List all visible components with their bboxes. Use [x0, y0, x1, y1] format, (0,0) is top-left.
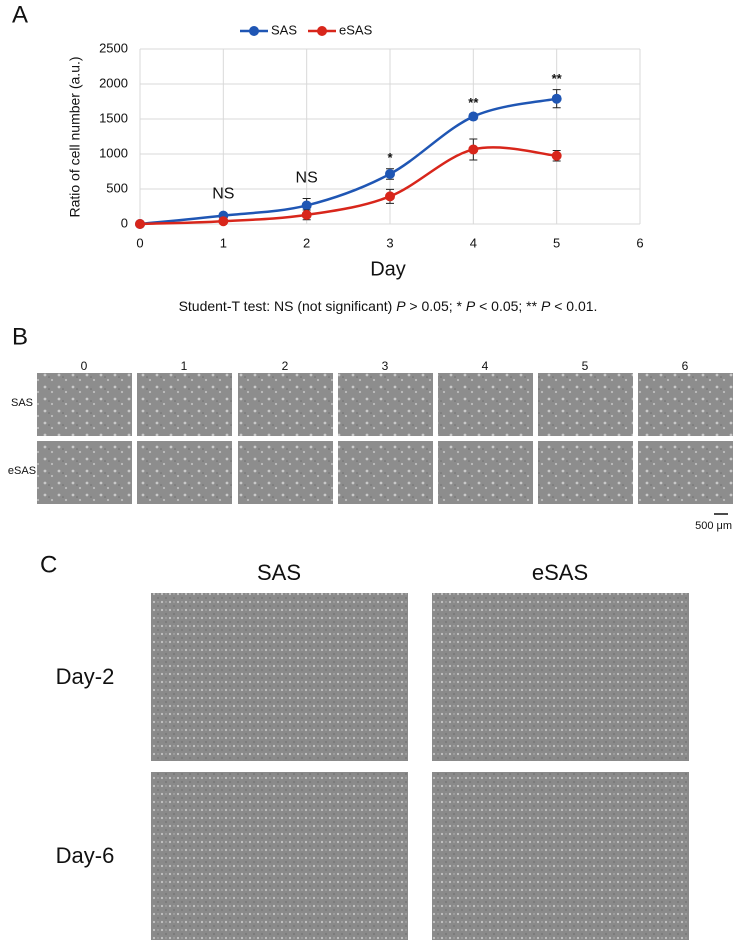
data-point: [135, 219, 145, 229]
micrograph: [438, 441, 533, 504]
micrograph: [538, 441, 633, 504]
significance-label: NS: [296, 170, 318, 187]
x-tick-label: 2: [303, 235, 310, 250]
column-label: 3: [382, 359, 389, 373]
significance-label: **: [552, 71, 563, 86]
data-point: [218, 216, 229, 227]
y-tick-label: 2000: [99, 75, 128, 90]
column-label: SAS: [257, 560, 301, 585]
panel-label: A: [12, 1, 28, 28]
series-line: [139, 146, 557, 226]
micrograph: [432, 772, 689, 940]
micrograph: [638, 373, 733, 436]
micrograph: [338, 373, 433, 436]
micrograph: [137, 441, 232, 504]
row-label: SAS: [11, 397, 33, 409]
x-tick-label: 0: [136, 235, 143, 250]
legend-label: eSAS: [339, 22, 373, 37]
data-point: [301, 200, 312, 211]
row-label: Day-2: [56, 664, 115, 689]
column-label: eSAS: [532, 560, 588, 585]
significance-label: *: [387, 150, 393, 165]
micrograph: [432, 593, 689, 761]
data-point: [551, 93, 562, 104]
x-tick-label: 6: [636, 235, 643, 250]
micrograph: [37, 373, 132, 436]
series-line: [139, 97, 557, 226]
y-tick-label: 500: [106, 180, 128, 195]
y-tick-label: 0: [121, 215, 128, 230]
data-point: [468, 111, 479, 122]
row-label: Day-6: [56, 843, 115, 868]
x-tick-label: 3: [386, 235, 393, 250]
micrograph: [37, 441, 132, 504]
column-label: 0: [81, 359, 88, 373]
column-label: 5: [582, 359, 589, 373]
column-label: 1: [181, 359, 188, 373]
significance-label: NS: [212, 185, 234, 202]
legend-marker: [317, 26, 327, 36]
data-point: [301, 209, 312, 220]
x-tick-label: 4: [470, 235, 477, 250]
data-point: [468, 144, 479, 155]
column-label: 2: [282, 359, 289, 373]
micrograph: [538, 373, 633, 436]
y-tick-label: 1500: [99, 110, 128, 125]
panel-label: C: [40, 551, 57, 578]
column-label: 6: [682, 359, 689, 373]
legend-marker: [249, 26, 259, 36]
column-label: 4: [482, 359, 489, 373]
micrograph: [438, 373, 533, 436]
row-label: eSAS: [8, 465, 36, 477]
micrograph: [238, 373, 333, 436]
scale-bar-label: 500 μm: [695, 520, 732, 532]
micrograph: [338, 441, 433, 504]
y-tick-label: 2500: [99, 40, 128, 55]
micrograph: [151, 593, 408, 761]
x-tick-label: 1: [220, 235, 227, 250]
data-point: [385, 168, 395, 179]
micrograph: [638, 441, 733, 504]
data-point: [385, 191, 395, 202]
x-tick-label: 5: [553, 235, 560, 250]
y-tick-label: 1000: [99, 145, 128, 160]
micrograph: [151, 772, 408, 940]
panel-label: B: [12, 323, 28, 350]
significance-label: **: [468, 95, 479, 110]
footnote: Student-T test: NS (not significant) P >…: [179, 298, 598, 314]
data-point: [551, 150, 562, 161]
legend-label: SAS: [271, 22, 297, 37]
y-axis-label: Ratio of cell number (a.u.): [67, 56, 83, 217]
micrograph: [137, 373, 232, 436]
micrograph: [238, 441, 333, 504]
x-axis-label: Day: [370, 258, 406, 280]
